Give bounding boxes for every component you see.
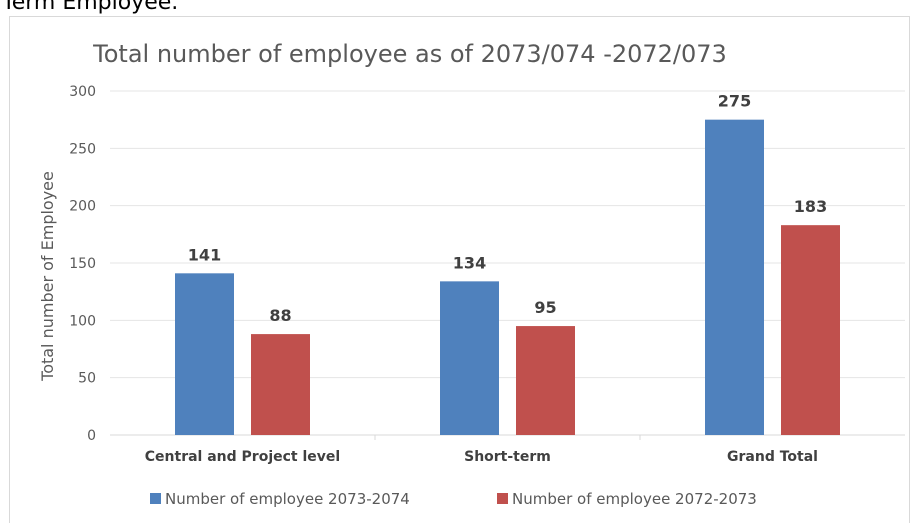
data-label: 183 [794,197,827,216]
chart-frame: Total number of employee as of 2073/074 … [9,16,910,523]
x-tick-label: Short-term [464,449,551,465]
data-label: 88 [269,306,291,325]
y-tick-label: 50 [78,371,96,387]
legend-swatch [497,493,508,504]
data-labels: 141 134 275 88 95 183 [188,92,827,325]
y-axis-title: Total number of Employee [38,171,57,382]
legend-label: Number of employee 2072-2073 [512,490,757,508]
legend: Number of employee 2073-2074 Number of em… [150,490,757,508]
bars [175,119,840,436]
bar [175,273,234,435]
gridlines [110,90,905,436]
x-tick-label: Grand Total [727,449,818,465]
y-tick-label: 0 [87,428,96,444]
chart-title: Total number of employee as of 2073/074 … [92,40,727,68]
x-tick-label: Central and Project level [145,449,340,465]
y-tick-label: 100 [69,313,96,329]
legend-swatch [150,493,161,504]
bar [251,334,310,435]
y-tick-label: 200 [69,199,96,215]
y-tick-label: 150 [69,256,96,272]
data-label: 141 [188,245,221,264]
bar [440,281,499,435]
bar [705,119,764,436]
bar [781,225,840,435]
data-label: 95 [534,298,556,317]
x-axis-ticks: Central and Project level Short-term Grand… [145,435,818,465]
data-label: 134 [453,253,486,272]
y-axis-ticks: 0 50 100 150 200 250 300 [69,84,96,444]
bar-chart: Total number of employee as of 2073/074 … [38,40,905,508]
page-heading: Term Employee. [2,0,179,15]
bar [516,326,575,435]
y-tick-label: 300 [69,84,96,100]
legend-label: Number of employee 2073-2074 [165,490,410,508]
y-tick-label: 250 [69,141,96,157]
data-label: 275 [718,92,751,111]
